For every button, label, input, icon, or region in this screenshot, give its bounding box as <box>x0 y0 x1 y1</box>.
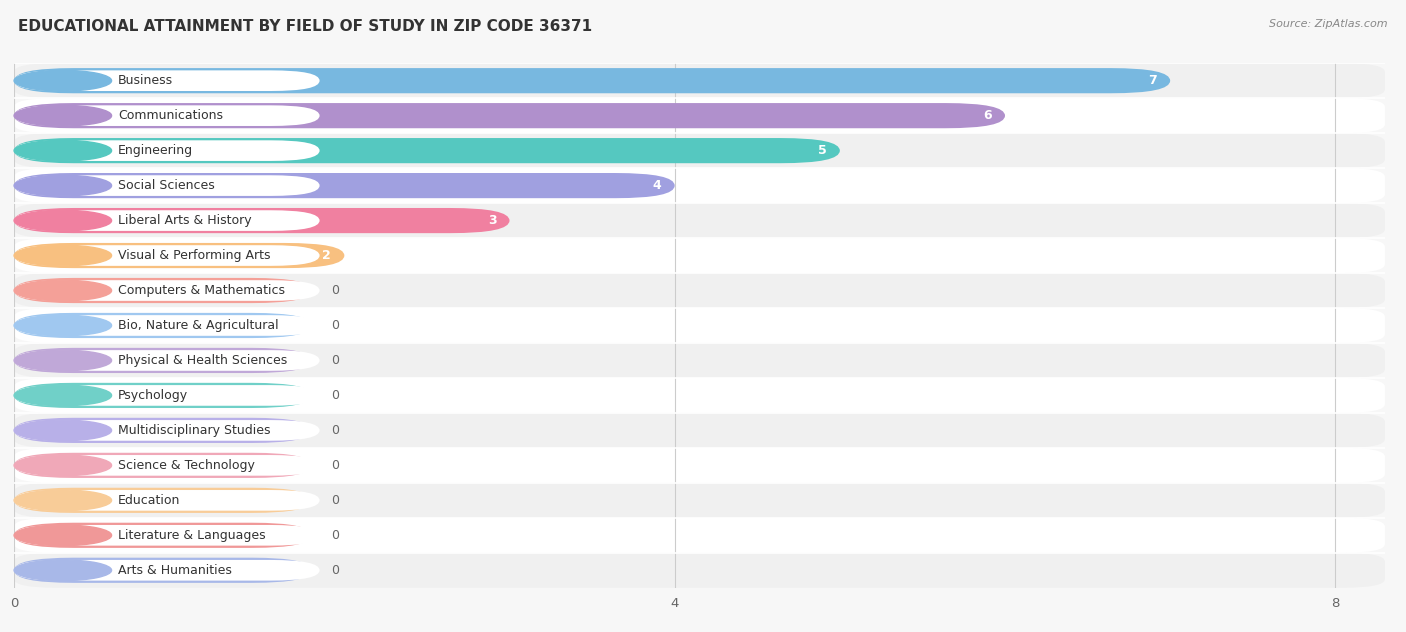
Text: Bio, Nature & Agricultural: Bio, Nature & Agricultural <box>118 319 278 332</box>
FancyBboxPatch shape <box>14 173 675 198</box>
FancyBboxPatch shape <box>14 523 311 548</box>
FancyBboxPatch shape <box>14 308 1385 343</box>
FancyBboxPatch shape <box>14 553 1385 588</box>
FancyBboxPatch shape <box>14 343 1385 378</box>
FancyBboxPatch shape <box>14 453 311 478</box>
FancyBboxPatch shape <box>14 68 1170 94</box>
FancyBboxPatch shape <box>14 383 311 408</box>
FancyBboxPatch shape <box>14 238 1385 273</box>
Text: 0: 0 <box>332 354 339 367</box>
FancyBboxPatch shape <box>14 385 319 406</box>
FancyBboxPatch shape <box>14 208 509 233</box>
FancyBboxPatch shape <box>14 70 319 91</box>
FancyBboxPatch shape <box>14 560 319 581</box>
Text: 0: 0 <box>332 529 339 542</box>
FancyBboxPatch shape <box>14 280 319 301</box>
Circle shape <box>14 140 111 161</box>
Circle shape <box>14 490 111 511</box>
Circle shape <box>14 525 111 545</box>
Circle shape <box>14 350 111 371</box>
Text: Multidisciplinary Studies: Multidisciplinary Studies <box>118 424 271 437</box>
FancyBboxPatch shape <box>14 278 311 303</box>
Text: Social Sciences: Social Sciences <box>118 179 215 192</box>
Circle shape <box>14 210 111 231</box>
Text: 0: 0 <box>332 389 339 402</box>
FancyBboxPatch shape <box>14 313 311 338</box>
FancyBboxPatch shape <box>14 103 1005 128</box>
FancyBboxPatch shape <box>14 315 319 336</box>
Text: Liberal Arts & History: Liberal Arts & History <box>118 214 252 227</box>
FancyBboxPatch shape <box>14 106 319 126</box>
FancyBboxPatch shape <box>14 210 319 231</box>
FancyBboxPatch shape <box>14 378 1385 413</box>
Text: Literature & Languages: Literature & Languages <box>118 529 266 542</box>
FancyBboxPatch shape <box>14 557 311 583</box>
Circle shape <box>14 455 111 476</box>
Text: 2: 2 <box>322 249 332 262</box>
FancyBboxPatch shape <box>14 350 319 371</box>
Text: Science & Technology: Science & Technology <box>118 459 254 472</box>
FancyBboxPatch shape <box>14 63 1385 98</box>
Circle shape <box>14 420 111 441</box>
Text: Education: Education <box>118 494 180 507</box>
FancyBboxPatch shape <box>14 133 1385 168</box>
Text: 4: 4 <box>652 179 661 192</box>
FancyBboxPatch shape <box>14 448 1385 483</box>
FancyBboxPatch shape <box>14 140 319 161</box>
Text: 7: 7 <box>1149 74 1157 87</box>
FancyBboxPatch shape <box>14 455 319 476</box>
Text: EDUCATIONAL ATTAINMENT BY FIELD OF STUDY IN ZIP CODE 36371: EDUCATIONAL ATTAINMENT BY FIELD OF STUDY… <box>18 19 592 34</box>
FancyBboxPatch shape <box>14 420 319 441</box>
Circle shape <box>14 280 111 301</box>
Text: 6: 6 <box>983 109 991 122</box>
FancyBboxPatch shape <box>14 348 311 373</box>
FancyBboxPatch shape <box>14 98 1385 133</box>
Text: 0: 0 <box>332 319 339 332</box>
Circle shape <box>14 560 111 581</box>
FancyBboxPatch shape <box>14 203 1385 238</box>
Circle shape <box>14 245 111 266</box>
Text: Computers & Mathematics: Computers & Mathematics <box>118 284 285 297</box>
Circle shape <box>14 70 111 91</box>
Circle shape <box>14 385 111 406</box>
Text: Source: ZipAtlas.com: Source: ZipAtlas.com <box>1270 19 1388 29</box>
FancyBboxPatch shape <box>14 525 319 545</box>
FancyBboxPatch shape <box>14 413 1385 448</box>
Text: 0: 0 <box>332 494 339 507</box>
Text: Arts & Humanities: Arts & Humanities <box>118 564 232 577</box>
Text: Business: Business <box>118 74 173 87</box>
FancyBboxPatch shape <box>14 138 839 163</box>
FancyBboxPatch shape <box>14 518 1385 553</box>
Text: 0: 0 <box>332 284 339 297</box>
FancyBboxPatch shape <box>14 245 319 266</box>
FancyBboxPatch shape <box>14 243 344 268</box>
Text: 3: 3 <box>488 214 496 227</box>
FancyBboxPatch shape <box>14 418 311 443</box>
Text: 0: 0 <box>332 459 339 472</box>
Text: Physical & Health Sciences: Physical & Health Sciences <box>118 354 287 367</box>
Text: Psychology: Psychology <box>118 389 188 402</box>
Text: 5: 5 <box>818 144 827 157</box>
Text: 0: 0 <box>332 424 339 437</box>
Circle shape <box>14 106 111 126</box>
FancyBboxPatch shape <box>14 483 1385 518</box>
Text: 0: 0 <box>332 564 339 577</box>
FancyBboxPatch shape <box>14 168 1385 203</box>
FancyBboxPatch shape <box>14 490 319 511</box>
Circle shape <box>14 315 111 336</box>
FancyBboxPatch shape <box>14 175 319 196</box>
Circle shape <box>14 175 111 196</box>
FancyBboxPatch shape <box>14 488 311 513</box>
FancyBboxPatch shape <box>14 273 1385 308</box>
Text: Engineering: Engineering <box>118 144 193 157</box>
Text: Communications: Communications <box>118 109 224 122</box>
Text: Visual & Performing Arts: Visual & Performing Arts <box>118 249 271 262</box>
